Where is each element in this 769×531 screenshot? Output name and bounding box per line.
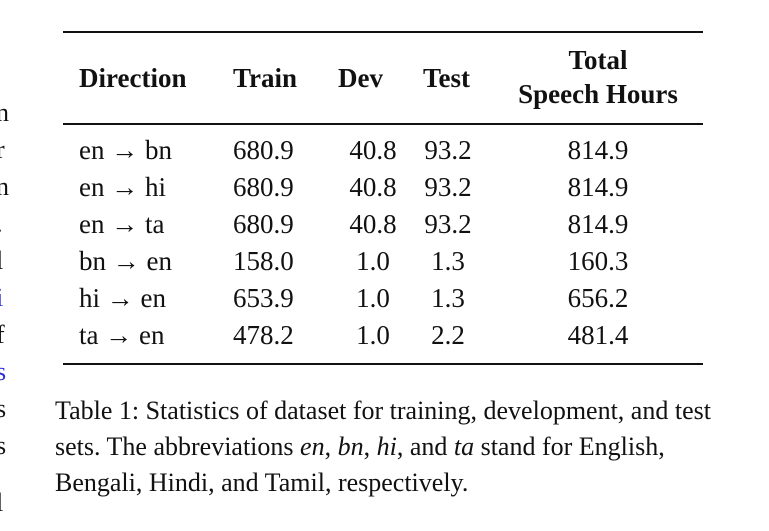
table-top-rule bbox=[63, 31, 703, 33]
cell-test: 93.2 bbox=[424, 135, 472, 165]
caption-separator: , bbox=[363, 432, 377, 461]
cell-dev: 40.8 bbox=[349, 135, 397, 165]
cell-direction: en → ta bbox=[79, 209, 165, 239]
header-direction: Direction bbox=[79, 63, 187, 93]
cell-direction: ta → en bbox=[79, 320, 165, 350]
caption-abbr-hi: hi bbox=[376, 432, 397, 461]
cell-direction: hi → en bbox=[79, 283, 166, 313]
table-row: en → hi 680.9 40.8 93.2 814.9 bbox=[63, 169, 703, 206]
table-row: ta → en 478.2 1.0 2.2 481.4 bbox=[63, 317, 703, 354]
cell-total: 656.2 bbox=[567, 283, 629, 313]
cell-train: 478.2 bbox=[233, 320, 294, 350]
cell-dev: 1.0 bbox=[356, 320, 390, 350]
caption-abbr-en: en bbox=[300, 432, 325, 461]
cell-train: 680.9 bbox=[233, 172, 294, 202]
table-header-rule bbox=[63, 123, 703, 125]
margin-fragment-link[interactable]: s bbox=[0, 357, 7, 386]
header-train: Train bbox=[233, 63, 298, 93]
table-bottom-rule bbox=[63, 363, 703, 365]
margin-fragment: r bbox=[0, 135, 5, 164]
cell-test: 93.2 bbox=[424, 172, 472, 202]
header-total-line1: Total bbox=[568, 45, 628, 75]
cell-test: 1.3 bbox=[431, 283, 465, 313]
margin-fragment: l bbox=[0, 490, 3, 516]
table-caption: Table 1: Statistics of dataset for train… bbox=[55, 393, 720, 501]
cell-dev: 40.8 bbox=[349, 172, 397, 202]
cell-direction: en → bn bbox=[79, 135, 172, 165]
header-total-speech-hours: Total Speech Hours bbox=[493, 43, 703, 111]
cell-direction: bn → en bbox=[79, 246, 172, 276]
cell-total: 814.9 bbox=[567, 209, 629, 239]
header-test: Test bbox=[423, 63, 471, 93]
cell-train: 680.9 bbox=[233, 209, 294, 239]
margin-fragment: . bbox=[0, 211, 3, 237]
caption-abbr-ta: ta bbox=[453, 432, 475, 461]
margin-fragment: s bbox=[0, 431, 7, 460]
cell-train: 158.0 bbox=[233, 246, 294, 276]
cell-total: 481.4 bbox=[567, 320, 629, 350]
cell-total: 814.9 bbox=[567, 172, 629, 202]
margin-fragment: f bbox=[0, 320, 5, 349]
table-row: en → ta 680.9 40.8 93.2 814.9 bbox=[63, 206, 703, 243]
caption-abbr-bn: bn bbox=[337, 432, 364, 461]
caption-text: Table 1: Statistics of dataset for train… bbox=[55, 396, 711, 461]
header-total-line2: Speech Hours bbox=[518, 79, 678, 109]
left-column-clipped-text: n r n . l i f s s s l bbox=[0, 0, 20, 531]
table-row: en → bn 680.9 40.8 93.2 814.9 bbox=[63, 132, 703, 169]
caption-text-end: stand for English, Bengali, Hindi, and T… bbox=[55, 432, 665, 497]
table-row: hi → en 653.9 1.0 1.3 656.2 bbox=[63, 280, 703, 317]
cell-direction: en → hi bbox=[79, 172, 166, 202]
header-dev: Dev bbox=[338, 63, 383, 93]
margin-fragment: l bbox=[0, 248, 3, 274]
margin-fragment: n bbox=[0, 172, 9, 201]
cell-total: 160.3 bbox=[567, 246, 629, 276]
cell-test: 1.3 bbox=[431, 246, 465, 276]
cell-test: 2.2 bbox=[431, 320, 465, 350]
caption-separator: , and bbox=[396, 432, 454, 461]
cell-dev: 1.0 bbox=[356, 246, 390, 276]
cell-dev: 1.0 bbox=[356, 283, 390, 313]
margin-fragment: n bbox=[0, 98, 9, 127]
margin-fragment-link[interactable]: i bbox=[0, 285, 3, 311]
caption-separator: , bbox=[324, 432, 338, 461]
cell-dev: 40.8 bbox=[349, 209, 397, 239]
margin-fragment: s bbox=[0, 394, 7, 423]
table-row: bn → en 158.0 1.0 1.3 160.3 bbox=[63, 243, 703, 280]
cell-total: 814.9 bbox=[567, 135, 629, 165]
cell-train: 653.9 bbox=[233, 283, 294, 313]
cell-train: 680.9 bbox=[233, 135, 294, 165]
cell-test: 93.2 bbox=[424, 209, 472, 239]
